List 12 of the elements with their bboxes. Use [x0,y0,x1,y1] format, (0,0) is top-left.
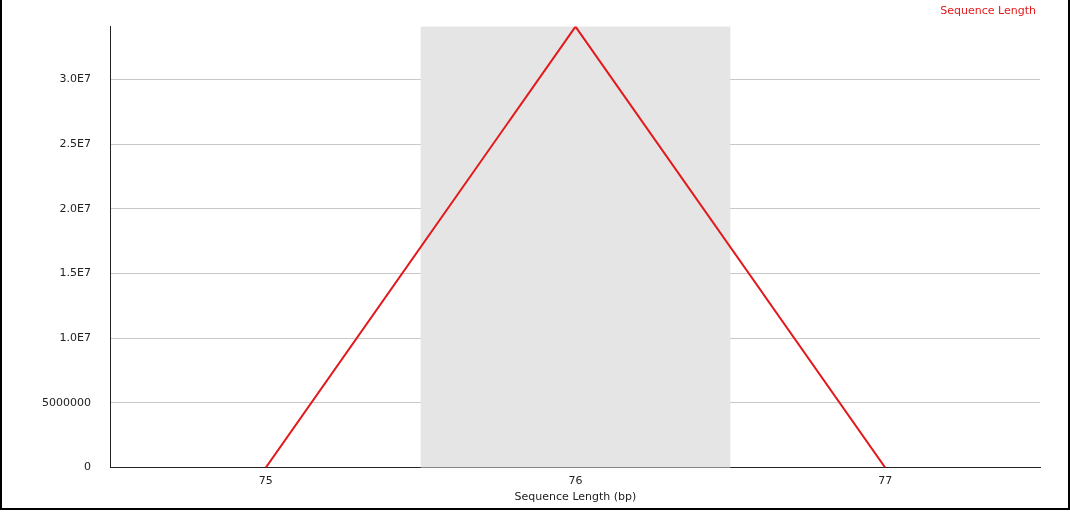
y-tick-label: 1.5E7 [59,266,91,280]
x-tick-label: 76 [568,474,583,488]
y-tick-label: 2.0E7 [59,201,91,215]
x-tick-label: 77 [878,474,893,488]
y-tick-label: 0 [83,460,91,474]
text: Sequence Length [940,3,1037,17]
y-tick-label: 1.0E7 [59,331,91,345]
x-tick-label: 75 [258,474,273,488]
y-tick-label: 5000000 [41,395,91,409]
y-tick-label: 3.0E7 [59,72,91,86]
y-tick-label: 2.5E7 [59,137,91,151]
x-axis-title: Sequence Length (bp) [514,490,637,504]
